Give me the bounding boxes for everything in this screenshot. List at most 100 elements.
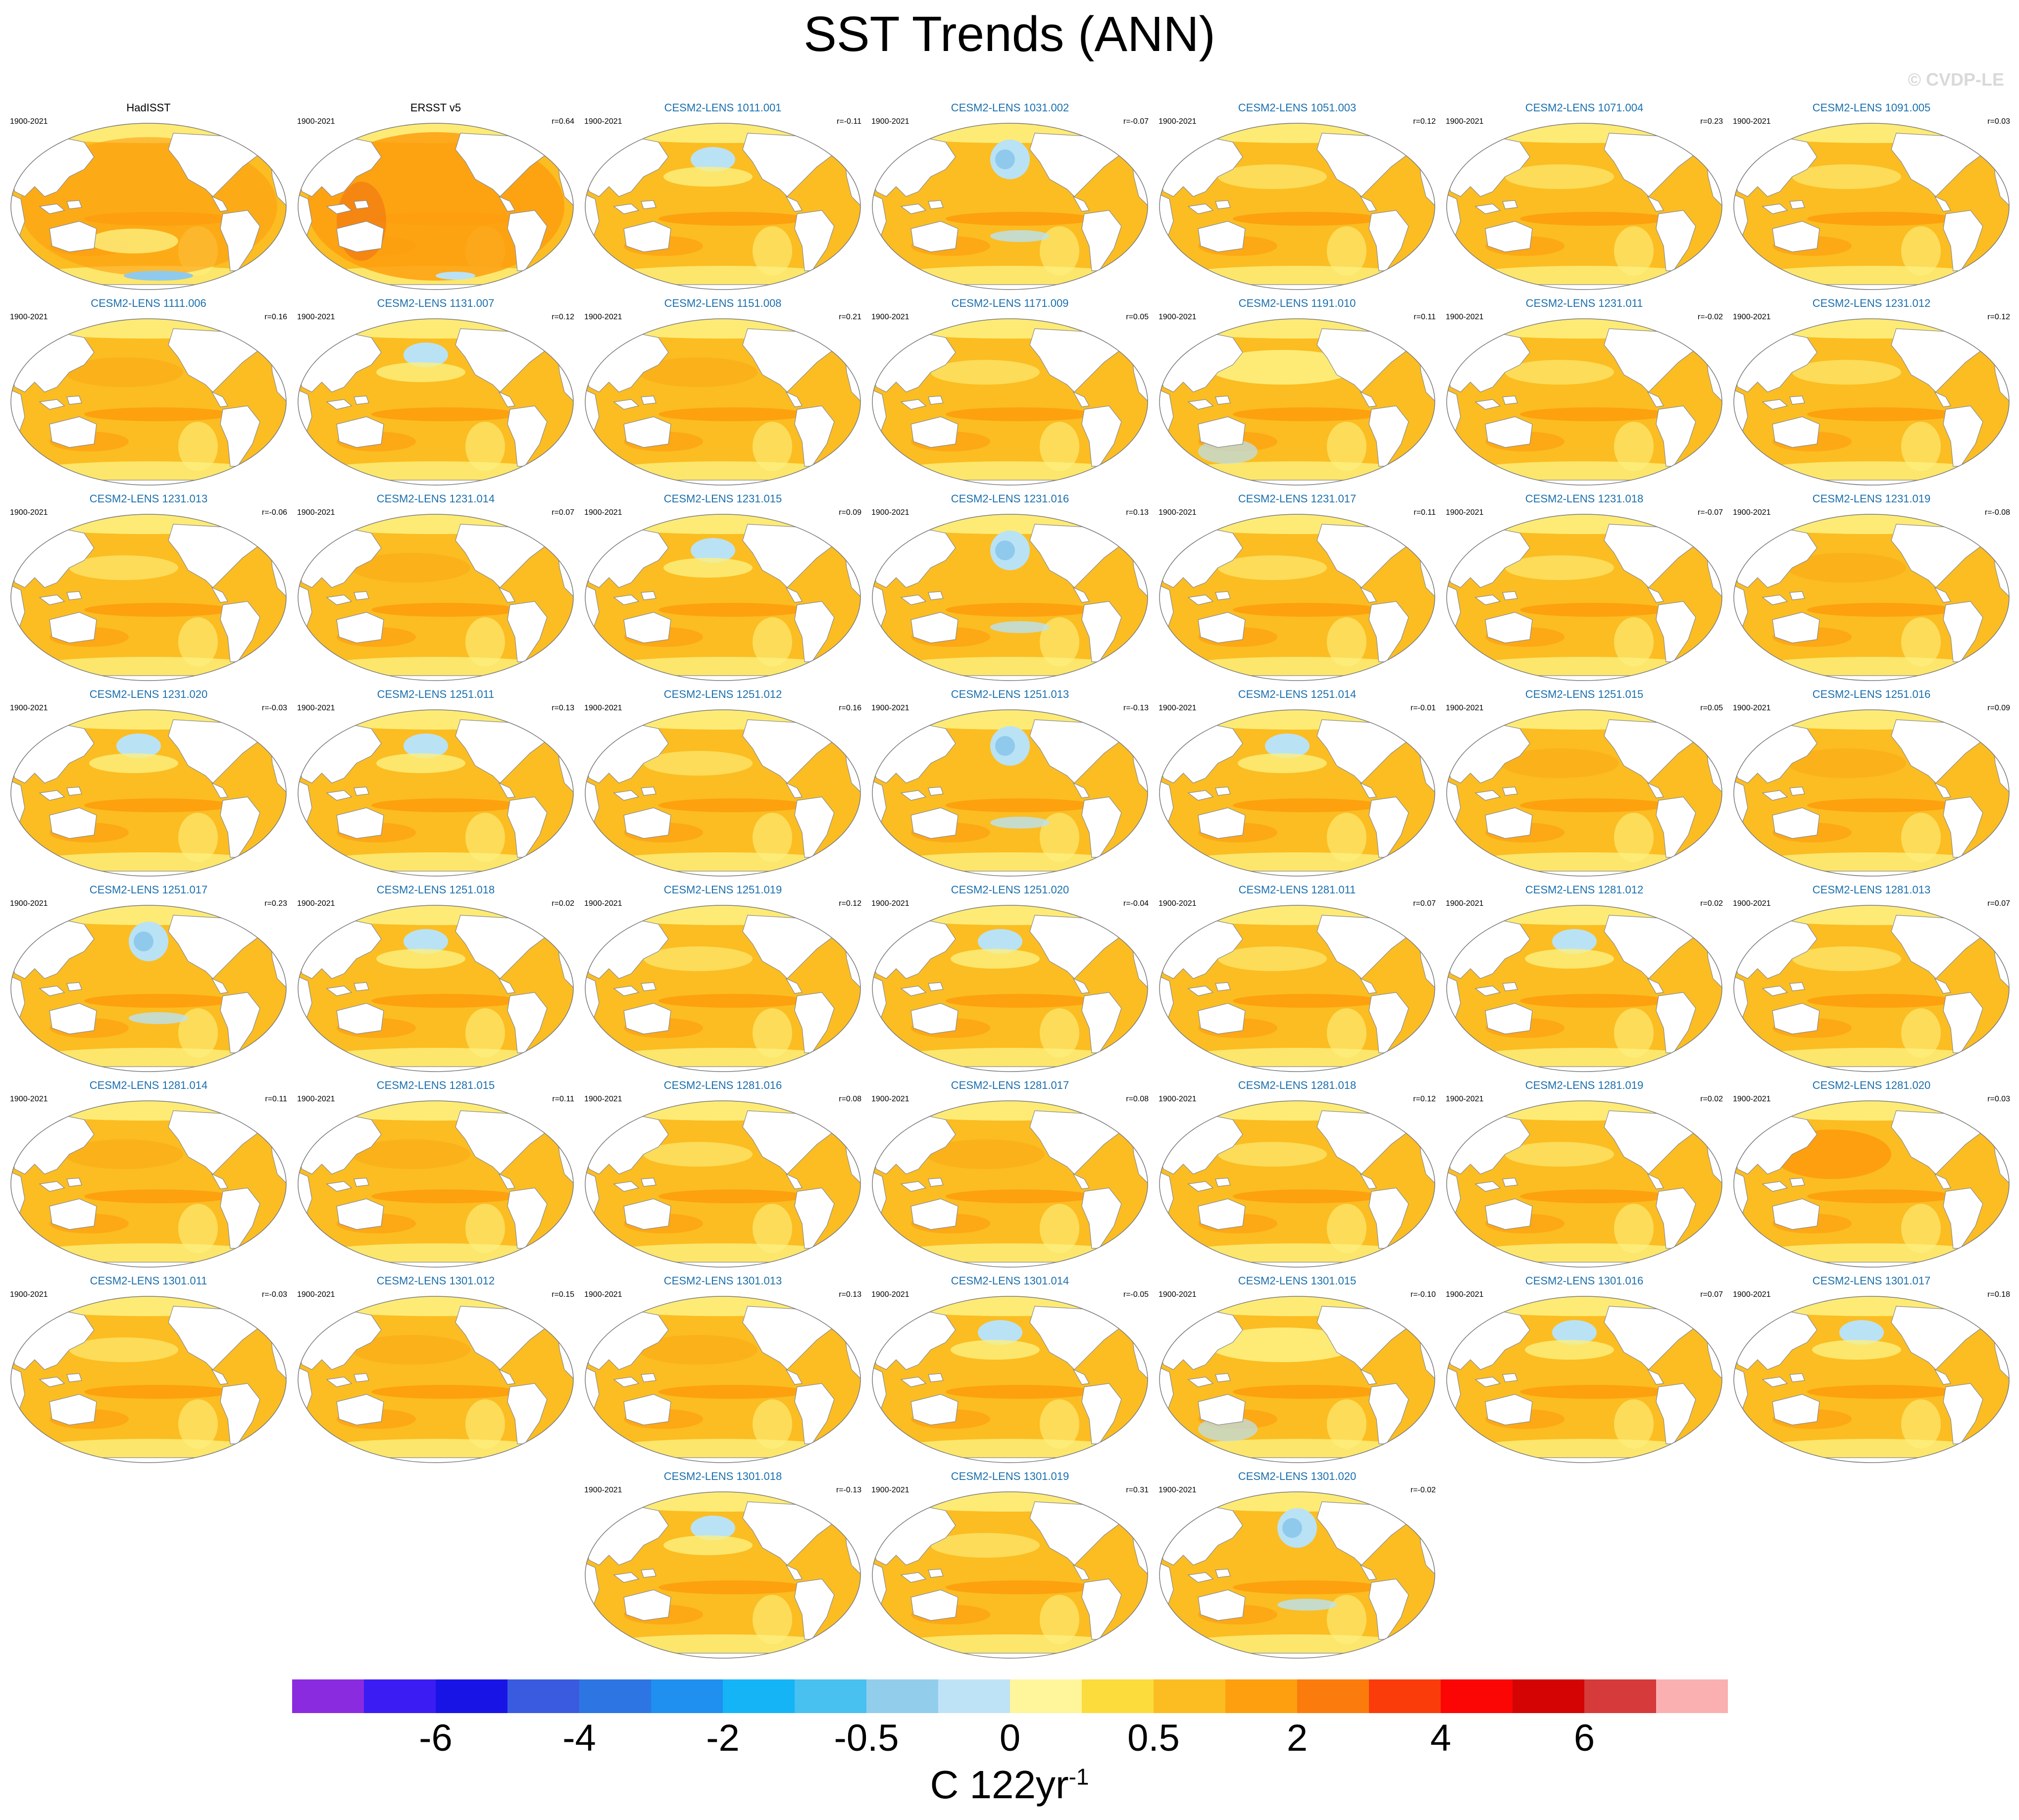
map-outline [10, 905, 287, 1072]
panel-title: CESM2-LENS 1251.011 [377, 688, 495, 700]
colorbar-swatch [436, 1679, 508, 1713]
panel-title: HadISST [126, 101, 171, 114]
map-panel: CESM2-LENS 1191.010 1900-2021 r=0.11 [1154, 297, 1441, 490]
sst-trend-map [1733, 1296, 2010, 1463]
panel-title: CESM2-LENS 1281.017 [951, 1079, 1069, 1091]
sst-trend-map [1733, 123, 2010, 290]
sst-trend-map [1733, 709, 2010, 877]
colorbar-tick-label: 0.5 [1127, 1717, 1180, 1759]
colorbar-swatch [1082, 1679, 1154, 1713]
panel-title: CESM2-LENS 1231.012 [1812, 297, 1931, 309]
sst-trend-map [585, 905, 861, 1072]
panel-correlation: r=0.12 [1987, 313, 2010, 321]
panel-title: CESM2-LENS 1231.018 [1525, 492, 1644, 505]
panel-period: 1900-2021 [1159, 508, 1197, 517]
panel-correlation: r=0.13 [552, 704, 574, 712]
panel-correlation: r=-0.06 [261, 508, 287, 517]
colorbar-swatch [1154, 1679, 1226, 1713]
map-outline [10, 709, 287, 877]
sst-trend-map [872, 709, 1148, 877]
map-outline [1159, 905, 1435, 1072]
map-outline [298, 709, 574, 877]
panel-correlation: r=0.12 [839, 899, 861, 908]
panel-period: 1900-2021 [10, 899, 48, 908]
sst-trend-map [585, 709, 861, 877]
map-panel: CESM2-LENS 1231.020 1900-2021 r=-0.03 [5, 688, 292, 881]
panel-title: CESM2-LENS 1231.016 [951, 492, 1069, 505]
colorbar-swatch [579, 1679, 652, 1713]
map-outline [1446, 1296, 1722, 1463]
panel-title: CESM2-LENS 1301.015 [1238, 1275, 1357, 1287]
panel-period: 1900-2021 [10, 117, 48, 126]
panel-title: CESM2-LENS 1301.018 [663, 1470, 782, 1482]
panel-correlation: r=-0.13 [1123, 704, 1149, 712]
panel-correlation: r=0.13 [839, 1290, 861, 1299]
panel-title: CESM2-LENS 1231.015 [663, 492, 782, 505]
panel-correlation: r=0.08 [1126, 1095, 1149, 1103]
sst-trend-map [1446, 514, 1722, 681]
map-panel: CESM2-LENS 1251.011 1900-2021 r=0.13 [292, 688, 579, 881]
panel-period: 1900-2021 [1159, 117, 1197, 126]
panel-title: CESM2-LENS 1171.009 [951, 297, 1069, 309]
panel-correlation: r=0.11 [1413, 313, 1436, 321]
map-outline [585, 514, 861, 681]
panel-correlation: r=0.21 [839, 313, 861, 321]
panel-title: CESM2-LENS 1251.017 [89, 884, 208, 896]
panel-correlation: r=-0.02 [1410, 1486, 1436, 1494]
colorbar-swatch [723, 1679, 795, 1713]
map-outline [872, 709, 1148, 877]
panel-title: CESM2-LENS 1051.003 [1238, 101, 1357, 114]
panel-period: 1900-2021 [871, 1095, 909, 1103]
panel-correlation: r=0.13 [1126, 508, 1149, 517]
panel-period: 1900-2021 [1159, 1290, 1197, 1299]
sst-trend-map [10, 905, 287, 1072]
panel-period: 1900-2021 [871, 1290, 909, 1299]
panel-title: CESM2-LENS 1281.016 [663, 1079, 782, 1091]
panel-title: CESM2-LENS 1091.005 [1812, 101, 1931, 114]
map-panel: CESM2-LENS 1231.017 1900-2021 r=0.11 [1154, 492, 1441, 686]
panel-correlation: r=-0.03 [261, 1290, 287, 1299]
panel-correlation: r=0.12 [1413, 1095, 1436, 1103]
land-mask [1160, 321, 1435, 485]
map-panel: CESM2-LENS 1251.013 1900-2021 r=-0.13 [866, 688, 1154, 881]
sst-trend-map [585, 318, 861, 486]
map-panel: CESM2-LENS 1231.014 1900-2021 r=0.07 [292, 492, 579, 686]
panel-correlation: r=0.09 [839, 508, 861, 517]
map-outline [1733, 905, 2010, 1072]
panel-title: CESM2-LENS 1301.019 [951, 1470, 1069, 1482]
map-outline [872, 123, 1148, 290]
panel-correlation: r=-0.07 [1123, 117, 1149, 126]
panel-period: 1900-2021 [1446, 899, 1484, 908]
map-panel: CESM2-LENS 1301.018 1900-2021 r=-0.13 [579, 1470, 866, 1663]
sst-trend-map [1159, 709, 1435, 877]
colorbar-swatch [507, 1679, 580, 1713]
panel-period: 1900-2021 [1446, 704, 1484, 712]
sst-trend-map [872, 514, 1148, 681]
sst-trend-map [585, 123, 861, 290]
map-outline [298, 514, 574, 681]
sst-trend-map [10, 1100, 287, 1268]
map-outline [585, 1491, 861, 1659]
panel-period: 1900-2021 [10, 313, 48, 321]
map-panel: ERSST v5 1900-2021 r=0.64 [292, 101, 579, 295]
panel-correlation: r=-0.02 [1697, 313, 1723, 321]
panel-period: 1900-2021 [1446, 508, 1484, 517]
sst-trend-map [1733, 318, 2010, 486]
colorbar-tick-label: 2 [1286, 1717, 1308, 1759]
map-outline [298, 318, 574, 486]
panel-title: CESM2-LENS 1251.018 [376, 884, 495, 896]
map-panel: CESM2-LENS 1281.011 1900-2021 r=0.07 [1154, 884, 1441, 1077]
map-panel: CESM2-LENS 1251.020 1900-2021 r=-0.04 [866, 884, 1154, 1077]
map-outline [1733, 123, 2010, 290]
panel-period: 1900-2021 [584, 1486, 622, 1494]
map-panel: CESM2-LENS 1281.016 1900-2021 r=0.08 [579, 1079, 866, 1272]
sst-trend-map [872, 123, 1148, 290]
panel-period: 1900-2021 [584, 117, 622, 126]
panel-period: 1900-2021 [297, 899, 335, 908]
map-outline [872, 1100, 1148, 1268]
panel-correlation: r=-0.07 [1697, 508, 1723, 517]
panel-correlation: r=0.16 [839, 704, 861, 712]
colorbar-tick-label: -0.5 [834, 1717, 899, 1759]
map-outline [585, 318, 861, 486]
colorbar-swatch [651, 1679, 723, 1713]
